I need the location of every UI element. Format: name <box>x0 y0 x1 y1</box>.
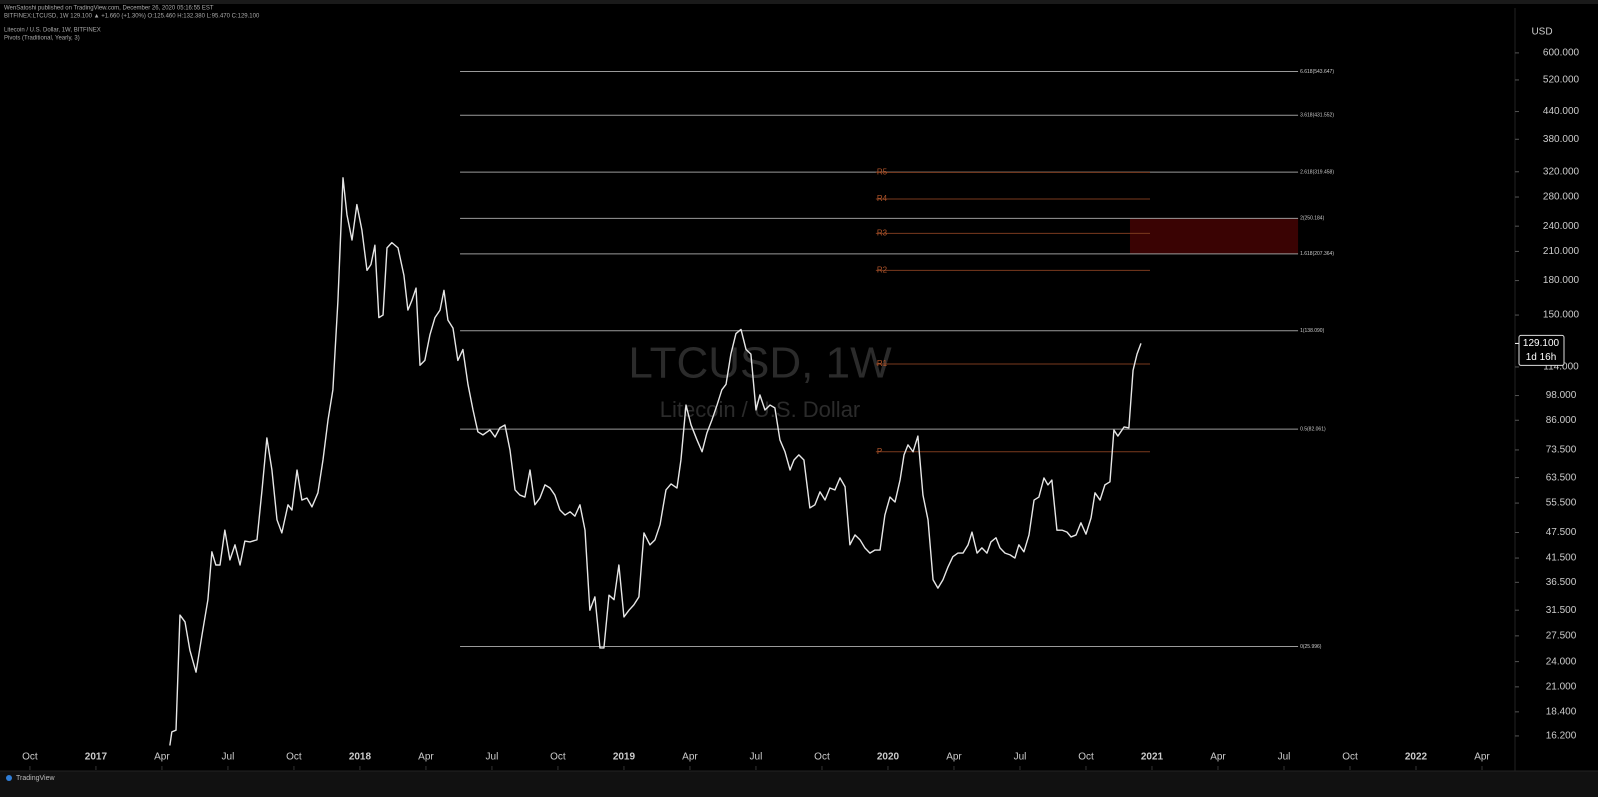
x-tick-label: 2019 <box>613 752 636 763</box>
pivot-label: R1 <box>877 359 888 368</box>
x-tick-label: Apr <box>154 752 170 763</box>
y-tick-label: 98.000 <box>1546 390 1577 401</box>
y-tick-label: 21.000 <box>1546 682 1577 693</box>
x-tick-label: 2018 <box>349 752 372 763</box>
last-price-label: 129.100 <box>1523 338 1560 349</box>
x-tick-label: 2017 <box>85 752 108 763</box>
y-tick-label: 320.000 <box>1543 166 1580 177</box>
y-tick-label: 114.000 <box>1543 362 1579 373</box>
publisher-note: WenSatoshi published on TradingView.com,… <box>4 6 214 12</box>
y-tick-label: 600.000 <box>1543 48 1580 59</box>
footer-logo <box>6 775 12 781</box>
pivot-label: R5 <box>877 167 888 176</box>
y-tick-label: 380.000 <box>1543 134 1580 145</box>
x-tick-label: 2021 <box>1141 752 1164 763</box>
x-tick-label: Apr <box>1210 752 1226 763</box>
y-tick-label: 18.400 <box>1546 707 1577 718</box>
x-tick-label: 2022 <box>1405 752 1428 763</box>
x-tick-label: Jul <box>222 752 235 763</box>
fib-label: 1.618(207.364) <box>1300 251 1334 257</box>
y-tick-label: 240.000 <box>1543 221 1580 232</box>
y-tick-label: 73.500 <box>1546 445 1577 456</box>
y-tick-label: 27.500 <box>1546 631 1577 642</box>
legend-entry: Litecoin / U.S. Dollar, 1W, BITFINEX <box>4 28 101 34</box>
fib-label: 3.618(431.552) <box>1300 113 1334 119</box>
pivot-label: R3 <box>877 229 888 238</box>
target-zone <box>1129 218 1299 254</box>
y-tick-label: 16.200 <box>1546 731 1577 742</box>
x-tick-label: 2020 <box>877 752 900 763</box>
y-tick-label: 210.000 <box>1543 246 1580 257</box>
y-tick-label: 440.000 <box>1543 106 1580 117</box>
x-tick-label: Oct <box>1078 752 1094 763</box>
fib-label: 2(250.184) <box>1300 216 1325 222</box>
x-tick-label: Oct <box>814 752 830 763</box>
x-tick-label: Oct <box>1342 752 1358 763</box>
pivot-label: R4 <box>877 194 888 203</box>
x-tick-label: Apr <box>946 752 962 763</box>
y-tick-label: 41.500 <box>1546 553 1577 564</box>
fib-label: 6.618(543.647) <box>1300 69 1334 75</box>
x-tick-label: Apr <box>1474 752 1490 763</box>
indicator-label: Pivots (Traditional, Yearly, 3) <box>4 36 80 42</box>
footer-bar <box>0 771 1598 797</box>
last-price-box <box>1518 334 1565 366</box>
x-tick-label: Jul <box>486 752 499 763</box>
y-tick-label: 150.000 <box>1543 310 1580 321</box>
symbol-line: BITFINEX:LTCUSD, 1W 129.100 ▲ +1.660 (+1… <box>4 14 260 20</box>
fib-label: 2.618(319.458) <box>1300 169 1334 175</box>
watermark-subtitle: Litecoin / U.S. Dollar <box>660 397 861 422</box>
y-tick-label: 63.500 <box>1546 472 1577 483</box>
x-tick-label: Jul <box>1014 752 1027 763</box>
y-tick-label: 36.500 <box>1546 577 1577 588</box>
x-tick-label: Oct <box>22 752 38 763</box>
x-tick-label: Apr <box>418 752 434 763</box>
y-axis-unit: USD <box>1531 27 1552 38</box>
fib-label: 1(138.090) <box>1300 328 1325 334</box>
footer-brand: TradingView <box>16 775 55 782</box>
watermark: LTCUSD, 1W <box>628 339 892 388</box>
x-tick-label: Jul <box>1278 752 1291 763</box>
x-tick-label: Oct <box>550 752 566 763</box>
y-tick-label: 180.000 <box>1543 275 1580 286</box>
y-tick-label: 31.500 <box>1546 605 1577 616</box>
countdown-label: 1d 16h <box>1526 352 1557 363</box>
y-tick-label: 280.000 <box>1543 192 1580 203</box>
top-bar <box>0 0 1598 4</box>
pivot-label: P <box>877 447 882 456</box>
price-line <box>169 177 1142 746</box>
x-tick-label: Oct <box>286 752 302 763</box>
x-tick-label: Jul <box>750 752 763 763</box>
pivot-label: R2 <box>877 265 888 274</box>
y-tick-label: 520.000 <box>1543 75 1580 86</box>
fib-label: 0.5(82.061) <box>1300 426 1326 432</box>
fib-label: 0(25.996) <box>1300 644 1322 650</box>
x-tick-label: Apr <box>682 752 698 763</box>
y-tick-label: 55.500 <box>1546 498 1577 509</box>
y-tick-label: 47.500 <box>1546 527 1577 538</box>
y-tick-label: 24.000 <box>1546 656 1577 667</box>
y-tick-label: 86.000 <box>1546 415 1577 426</box>
